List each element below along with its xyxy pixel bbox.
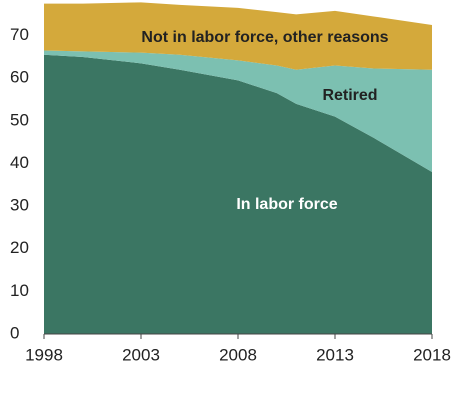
y-tick-label: 80 million [10,0,82,1]
y-tick-label: 50 [10,110,29,129]
area [44,2,432,70]
y-tick-label: 40 [10,153,29,172]
y-tick-label: 10 [10,281,29,300]
x-tick-label: 1998 [25,345,63,364]
area [44,50,432,173]
area [44,54,432,335]
y-tick-label: 70 [10,25,29,44]
x-tick-label: 2003 [122,345,160,364]
y-tick-label: 60 [10,68,29,87]
x-tick-label: 2013 [316,345,354,364]
x-tick-label: 2008 [219,345,257,364]
x-tick-label: 2018 [413,345,451,364]
series-label: Not in labor force, other reasons [141,29,388,46]
series-label: In labor force [236,196,337,213]
series-label: Retired [322,87,377,104]
y-tick-label: 20 [10,238,29,257]
y-tick-label: 30 [10,196,29,215]
y-tick-label: 0 [10,323,19,342]
